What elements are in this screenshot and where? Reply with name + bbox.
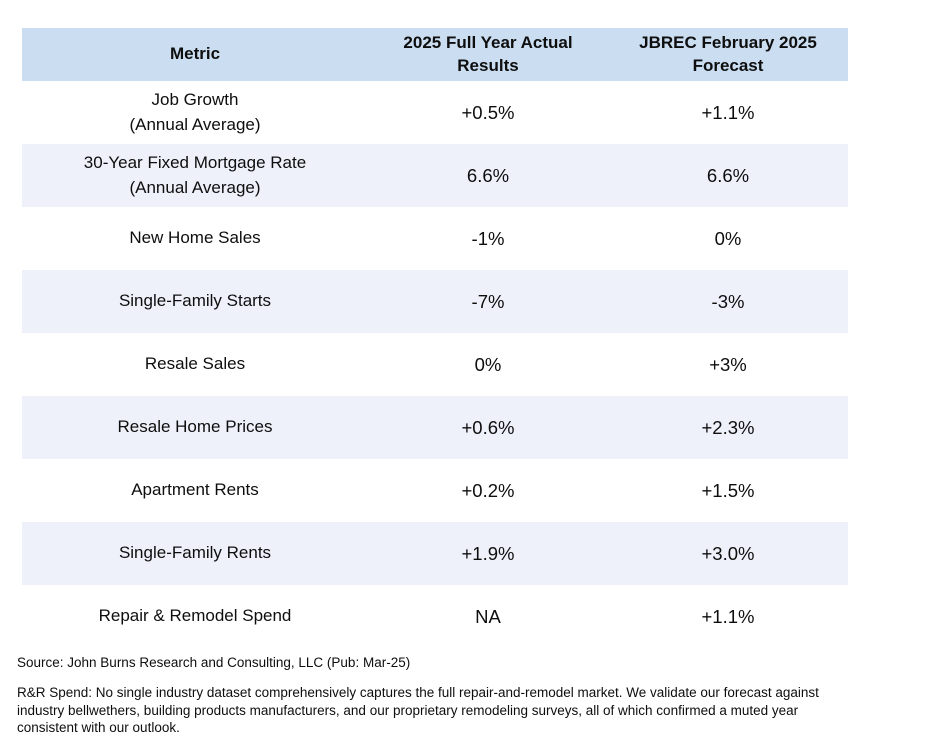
forecast-table: Metric 2025 Full Year Actual Results JBR… — [22, 28, 848, 648]
actual-cell: +0.5% — [461, 101, 515, 123]
source-text: Source: John Burns Research and Consulti… — [17, 655, 411, 670]
metric-cell: Apartment Rents — [131, 480, 259, 500]
metric-cell: 30-Year Fixed Mortgage Rate (Annual Aver… — [83, 152, 307, 197]
actual-cell: +1.9% — [461, 542, 515, 564]
table-row: Resale Home Prices +0.6% +2.3% — [22, 396, 848, 459]
table-row: Resale Sales 0% +3% — [22, 333, 848, 396]
actual-cell: 6.6% — [466, 164, 510, 186]
metric-cell: Repair & Remodel Spend — [98, 606, 292, 626]
table-row: Apartment Rents +0.2% +1.5% — [22, 459, 848, 522]
actual-cell: +0.2% — [461, 479, 515, 501]
forecast-cell: +3% — [709, 353, 747, 375]
metric-cell: Single-Family Starts — [118, 291, 272, 311]
header-metric: Metric — [22, 28, 368, 81]
metric-cell: Job Growth (Annual Average) — [129, 89, 261, 134]
actual-cell: -7% — [471, 290, 505, 312]
metric-cell: Resale Home Prices — [117, 417, 273, 437]
forecast-cell: +3.0% — [701, 542, 755, 564]
forecast-cell: 0% — [714, 227, 742, 249]
table-row: 30-Year Fixed Mortgage Rate (Annual Aver… — [22, 144, 848, 207]
footnote-text: R&R Spend: No single industry dataset co… — [17, 685, 819, 735]
forecast-cell: +1.1% — [701, 605, 755, 627]
header-jbrec-forecast: JBREC February 2025 Forecast — [608, 28, 848, 81]
metric-cell: Resale Sales — [144, 354, 246, 374]
forecast-cell: +2.3% — [701, 416, 755, 438]
metric-cell: Single-Family Rents — [118, 543, 272, 563]
table-row: Single-Family Rents +1.9% +3.0% — [22, 522, 848, 585]
header-actual-results: 2025 Full Year Actual Results — [368, 28, 608, 81]
table-row: Repair & Remodel Spend NA +1.1% — [22, 585, 848, 648]
metric-cell: New Home Sales — [129, 228, 261, 248]
actual-cell: -1% — [471, 227, 505, 249]
actual-cell: 0% — [474, 353, 502, 375]
table-row: New Home Sales -1% 0% — [22, 207, 848, 270]
table-body: Job Growth (Annual Average) +0.5% +1.1% … — [22, 81, 848, 648]
forecast-cell: -3% — [711, 290, 745, 312]
actual-cell: +0.6% — [461, 416, 515, 438]
actual-cell: NA — [475, 605, 501, 627]
forecast-cell: 6.6% — [706, 164, 750, 186]
table-row: Single-Family Starts -7% -3% — [22, 270, 848, 333]
table-row: Job Growth (Annual Average) +0.5% +1.1% — [22, 81, 848, 144]
forecast-cell: +1.1% — [701, 101, 755, 123]
header-row: Metric 2025 Full Year Actual Results JBR… — [22, 28, 848, 81]
forecast-cell: +1.5% — [701, 479, 755, 501]
table-header: Metric 2025 Full Year Actual Results JBR… — [22, 28, 848, 81]
